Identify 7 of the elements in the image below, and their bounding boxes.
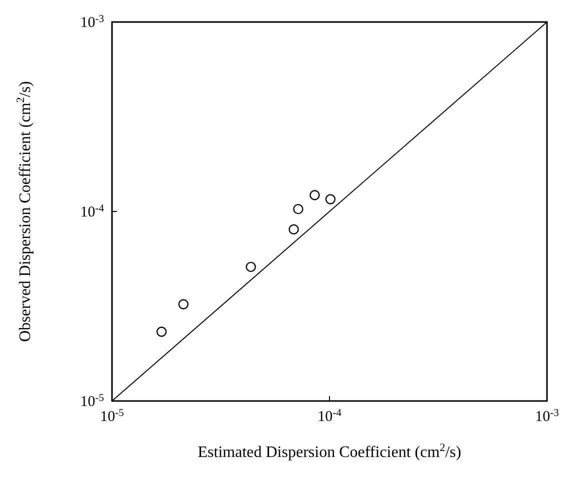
y-tick-label: 10$^{-4}$ [80, 203, 105, 220]
x-tick-label: 10$^{-5}$ [100, 408, 124, 425]
y-tick-label: 10$^{-3}$ [80, 14, 104, 31]
y-tick-label: 10$^{-5}$ [80, 392, 104, 410]
x-tick-label: 10$^{-4}$ [318, 408, 342, 425]
x-axis-title: Estimated Dispersion Coefficient (cm$^{2}$/s) [198, 442, 462, 461]
x-tick-label: 10$^{-3}$ [535, 408, 559, 425]
